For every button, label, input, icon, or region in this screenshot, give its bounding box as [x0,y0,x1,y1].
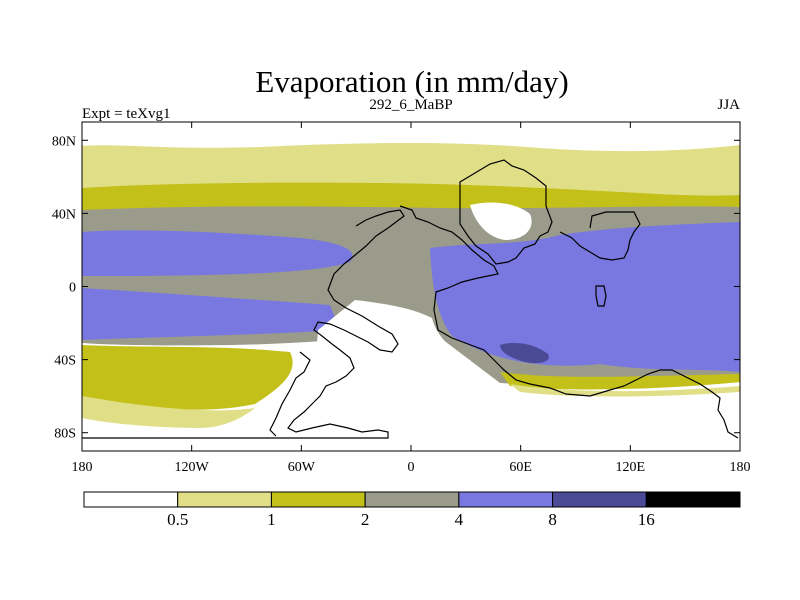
colorbar: 0.5 1 2 4 8 16 [83,491,741,529]
coastline-west-peninsula [313,209,405,353]
land-north-white [470,202,532,240]
colorbar-swatch-2 [270,491,366,508]
coastline-north [459,159,553,265]
y-tick-label-1: 40N [52,207,76,222]
colorbar-label-1: 1 [267,510,276,529]
colorbar-swatch-5 [552,491,647,508]
y-tick-label-2: 0 [69,281,76,296]
x-tick-label-4: 60E [509,460,532,475]
coastlines [82,159,739,439]
x-tick-label-3: 0 [408,460,415,475]
x-tick-label-0: 180 [72,460,93,475]
colorbar-swatch-0 [83,491,179,508]
x-tick-label-6: 180 [730,460,751,475]
coastline-south-west [82,349,389,439]
colorbar-swatch-6 [645,491,741,508]
coastline-west-continent [399,205,739,439]
colorbar-label-0: 0.5 [167,510,188,529]
colorbar-label-4: 8 [548,510,557,529]
field-dark-core [500,342,549,364]
colorbar-swatch-4 [458,491,554,508]
colorbar-label-5: 16 [638,510,655,529]
tick-labels: 180 120W 60W 0 60E 120E 180 80N 40N 0 40S 80S [52,134,751,475]
field-tropical-blue-west [82,230,353,276]
land-white-strip [315,300,740,451]
colorbar-label-3: 4 [455,510,464,529]
y-tick-label-3: 40S [54,354,76,369]
period-label: 292_6_MaBP [369,97,452,113]
coastline-small-island [595,285,607,307]
colorbar-label-2: 2 [361,510,370,529]
coastline-southern-island [269,351,311,437]
season-label: JJA [717,97,740,113]
x-tick-label-1: 120W [175,460,210,475]
field-south-light-east [510,384,740,397]
colorbar-swatch-3 [364,491,460,508]
field-blue-belt [82,288,340,340]
field-south-olive [82,345,293,410]
y-tick-label-4: 80S [54,427,76,442]
colorbar-swatch-1 [177,491,272,508]
field-south-light [82,396,255,428]
experiment-label: Expt = teXvg1 [82,106,170,122]
field-south-olive-east [500,372,740,390]
tick-marks [81,122,741,451]
chart-title: Evaporation (in mm/day) [255,64,568,99]
evaporation-map [82,122,740,451]
coastline-east-block [559,211,641,261]
x-tick-label-5: 120E [616,460,646,475]
field-east-blue [590,236,740,303]
y-tick-label-0: 80N [52,134,76,149]
x-tick-label-2: 60W [288,460,316,475]
